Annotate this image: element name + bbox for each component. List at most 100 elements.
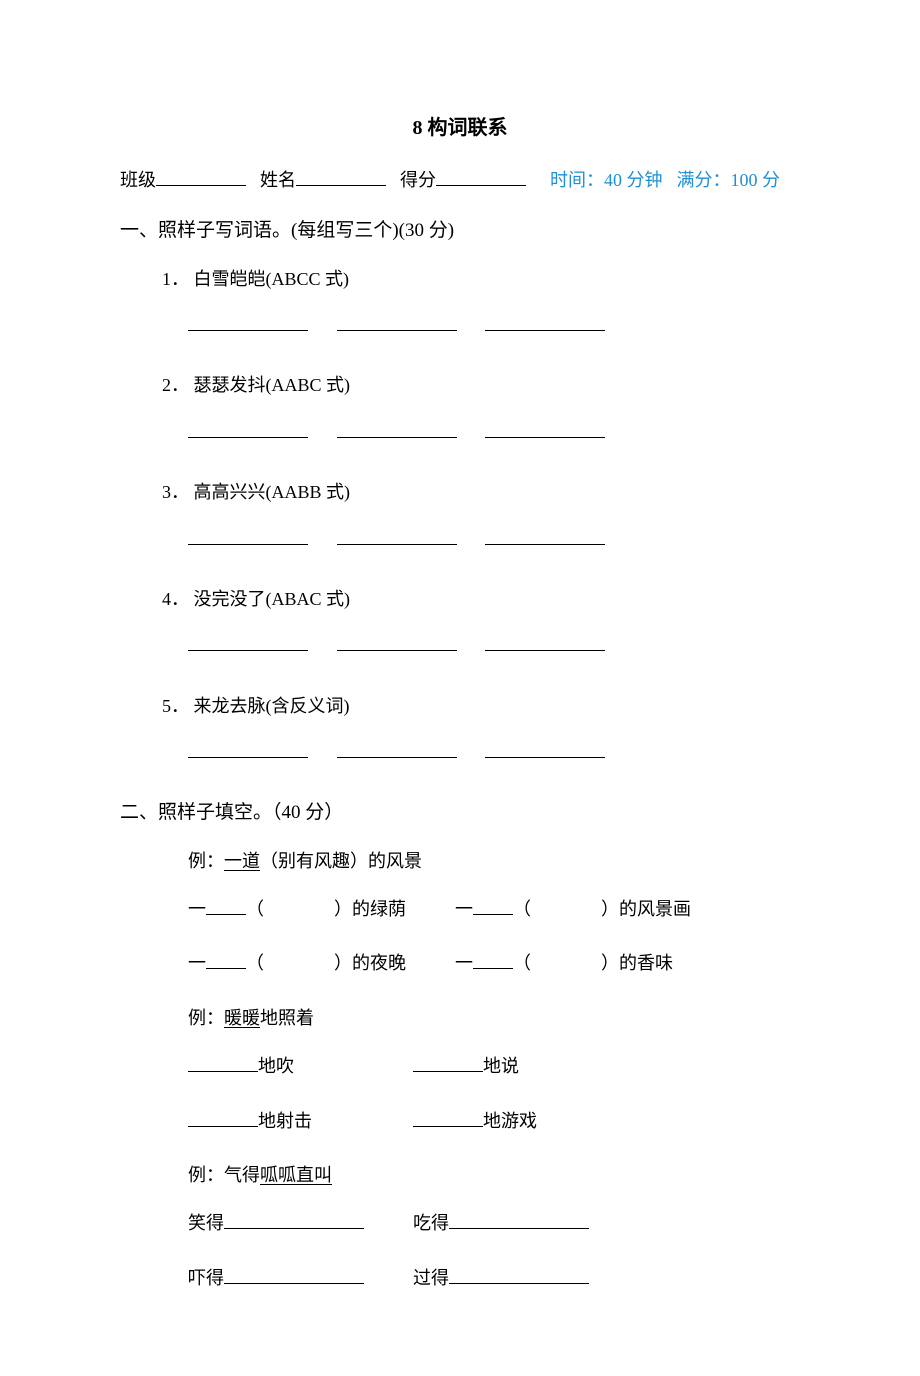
- blank-field[interactable]: [337, 418, 457, 438]
- blank-field[interactable]: [188, 738, 308, 758]
- s2-row-1: 一 （ ）的绿荫 一 （ ）的风景画: [120, 893, 800, 925]
- blank-field[interactable]: [188, 311, 308, 331]
- s1-blanks-4: [120, 629, 800, 661]
- s2-ex3-pre: 例：气得: [188, 1165, 260, 1185]
- s2-row-3: 地吹 地说: [120, 1050, 800, 1082]
- s1-item-2: 2． 瑟瑟发抖(AABC 式): [120, 369, 800, 401]
- blank-field[interactable]: [473, 950, 513, 970]
- page-title: 8 构词联系: [120, 110, 800, 146]
- blank-field[interactable]: [413, 1052, 483, 1072]
- s2-l2b-close: ）的风景画: [601, 899, 691, 919]
- s2-l2a-mid: （: [246, 899, 264, 919]
- header-row: 班级 姓名 得分 时间： 40 分钟 满分： 100 分: [120, 164, 800, 196]
- name-label: 姓名: [260, 164, 296, 196]
- s1-text-1: 白雪皑皑(ABCC 式): [194, 269, 350, 289]
- blank-field[interactable]: [449, 1210, 589, 1230]
- blank-field[interactable]: [485, 311, 605, 331]
- blank-field[interactable]: [337, 525, 457, 545]
- blank-field[interactable]: [264, 895, 334, 915]
- s1-blanks-1: [120, 309, 800, 341]
- blank-field[interactable]: [188, 1052, 258, 1072]
- blank-field[interactable]: [473, 895, 513, 915]
- s2-ex2-ul: 暖暖: [224, 1008, 260, 1028]
- s2-l6a: 地射击: [258, 1111, 312, 1131]
- s2-l3b-close: ）的香味: [601, 953, 673, 973]
- blank-field[interactable]: [206, 950, 246, 970]
- s1-text-5: 来龙去脉(含反义词): [194, 696, 350, 716]
- s2-l3b-mid: （: [513, 953, 531, 973]
- full-label: 满分：: [677, 164, 731, 196]
- s2-example1: 例：一道（别有风趣）的风景: [120, 845, 800, 877]
- score-field[interactable]: [436, 166, 526, 186]
- s1-blanks-5: [120, 736, 800, 768]
- s1-item-3: 3． 高高兴兴(AABB 式): [120, 476, 800, 508]
- s2-ex2-post: 地照着: [260, 1008, 314, 1028]
- s2-l9a: 吓得: [188, 1268, 224, 1288]
- s1-num-4: 4．: [162, 589, 189, 609]
- blank-field[interactable]: [188, 1107, 258, 1127]
- class-label: 班级: [120, 164, 156, 196]
- s2-ex1-ul: 一道: [224, 851, 260, 871]
- s1-blanks-2: [120, 416, 800, 448]
- blank-field[interactable]: [485, 738, 605, 758]
- blank-field[interactable]: [337, 311, 457, 331]
- s2-l6b: 地游戏: [483, 1111, 537, 1131]
- s2-row-6: 吓得 过得: [120, 1262, 800, 1294]
- time-label: 时间：: [550, 164, 604, 196]
- blank-field[interactable]: [413, 1107, 483, 1127]
- blank-field[interactable]: [485, 632, 605, 652]
- blank-field[interactable]: [206, 895, 246, 915]
- s2-example3: 例：气得呱呱直叫: [120, 1159, 800, 1191]
- blank-field[interactable]: [264, 950, 334, 970]
- blank-field[interactable]: [188, 632, 308, 652]
- s2-l9b: 过得: [413, 1268, 449, 1288]
- s2-l2a-close: ）的绿荫: [334, 899, 406, 919]
- blank-field[interactable]: [337, 738, 457, 758]
- s1-num-3: 3．: [162, 482, 189, 502]
- blank-field[interactable]: [337, 632, 457, 652]
- s1-text-4: 没完没了(ABAC 式): [194, 589, 351, 609]
- section2-heading: 二、照样子填空。（40 分）: [120, 796, 800, 830]
- s2-row-2: 一（）的夜晚 一（）的香味: [120, 947, 800, 979]
- s2-l2a-pre: 一: [188, 899, 206, 919]
- s1-item-5: 5． 来龙去脉(含反义词): [120, 690, 800, 722]
- s1-item-4: 4． 没完没了(ABAC 式): [120, 583, 800, 615]
- s2-ex1-pre: 例：: [188, 851, 224, 871]
- blank-field[interactable]: [485, 418, 605, 438]
- s2-l5b: 地说: [483, 1056, 519, 1076]
- s2-l8a: 笑得: [188, 1213, 224, 1233]
- s2-ex3-ul: 呱呱直叫: [260, 1165, 332, 1185]
- full-value: 100 分: [731, 164, 781, 196]
- s2-l5a: 地吹: [258, 1056, 294, 1076]
- section1-heading: 一、照样子写词语。(每组写三个)(30 分): [120, 214, 800, 248]
- s2-l3b-pre: 一: [455, 953, 473, 973]
- s2-l3a-mid: （: [246, 953, 264, 973]
- s2-example2: 例：暖暖地照着: [120, 1002, 800, 1034]
- time-value: 40 分钟: [604, 164, 663, 196]
- s1-num-5: 5．: [162, 696, 189, 716]
- s1-text-2: 瑟瑟发抖(AABC 式): [194, 375, 351, 395]
- blank-field[interactable]: [531, 895, 601, 915]
- blank-field[interactable]: [188, 525, 308, 545]
- s2-ex1-post: （别有风趣）的风景: [260, 851, 422, 871]
- s1-text-3: 高高兴兴(AABB 式): [194, 482, 351, 502]
- s2-l3a-close: ）的夜晚: [334, 953, 406, 973]
- blank-field[interactable]: [224, 1264, 364, 1284]
- name-field[interactable]: [296, 166, 386, 186]
- blank-field[interactable]: [449, 1264, 589, 1284]
- blank-field[interactable]: [531, 950, 601, 970]
- class-field[interactable]: [156, 166, 246, 186]
- s2-ex2-pre: 例：: [188, 1008, 224, 1028]
- score-label: 得分: [400, 164, 436, 196]
- s1-item-1: 1． 白雪皑皑(ABCC 式): [120, 263, 800, 295]
- blank-field[interactable]: [485, 525, 605, 545]
- s2-l2b-pre: 一: [455, 899, 473, 919]
- s2-l2b-mid: （: [513, 899, 531, 919]
- blank-field[interactable]: [188, 418, 308, 438]
- blank-field[interactable]: [224, 1210, 364, 1230]
- s2-row-4: 地射击 地游戏: [120, 1105, 800, 1137]
- s1-num-1: 1．: [162, 269, 189, 289]
- worksheet-page: 8 构词联系 班级 姓名 得分 时间： 40 分钟 满分： 100 分 一、照样…: [0, 0, 920, 1376]
- s1-num-2: 2．: [162, 375, 189, 395]
- s1-blanks-3: [120, 523, 800, 555]
